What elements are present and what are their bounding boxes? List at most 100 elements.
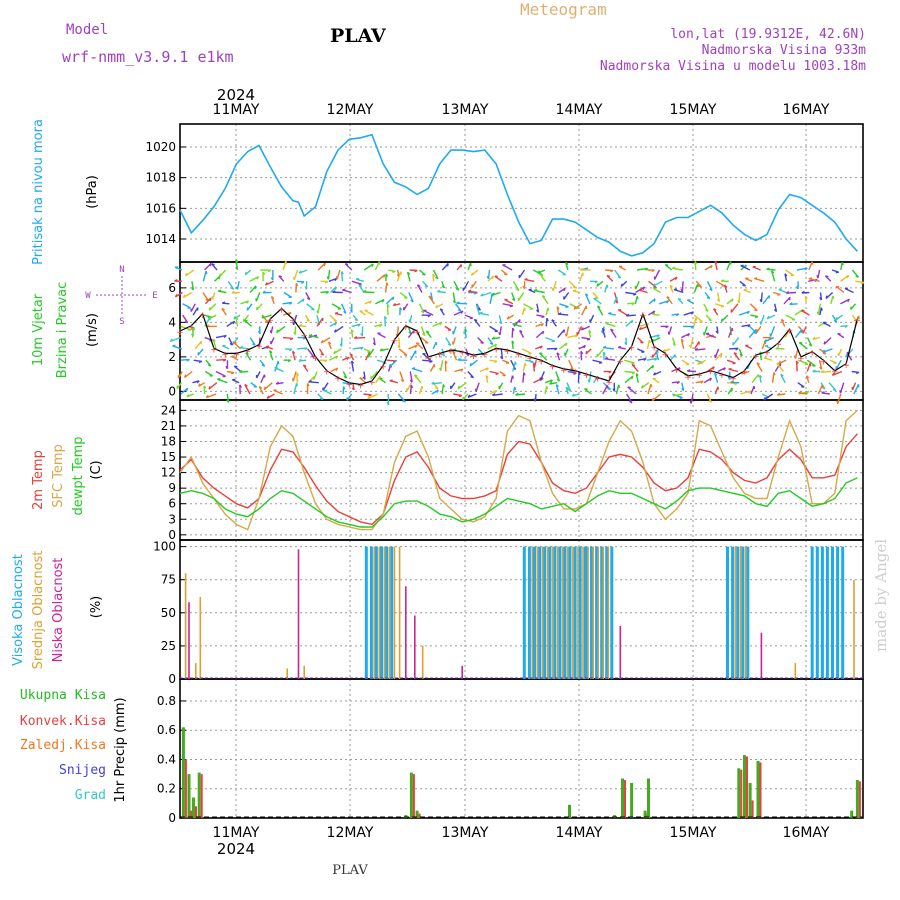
high-cloud-bar	[380, 546, 383, 679]
wind-arrow-head	[806, 375, 810, 379]
wind-speed-marker: +	[515, 350, 523, 360]
wind-arrow-head	[651, 365, 655, 369]
low-cloud-bar	[619, 626, 622, 679]
wind-arrow-head	[596, 353, 599, 358]
x-tick-label-top: 16MAY	[783, 102, 830, 118]
y-tick-label: 6	[168, 281, 176, 295]
wind-arrow-head	[235, 259, 239, 263]
wind-speed-marker: +	[413, 328, 421, 338]
wind-arrow	[785, 269, 795, 277]
wind-arrow-head	[542, 330, 545, 335]
wind-arrow	[170, 336, 181, 343]
wind-arrow	[693, 314, 704, 323]
wind-arrow-head	[778, 360, 782, 364]
wind-arrow	[226, 320, 235, 327]
high-cloud-bar	[590, 546, 593, 679]
wind-arrow	[489, 293, 493, 304]
wind-arrow-head	[626, 313, 630, 317]
wind-arrow-head	[244, 319, 248, 322]
total-rain-bar	[850, 810, 854, 818]
wind-arrow	[651, 348, 660, 359]
wind-arrow-head	[808, 277, 813, 280]
wind-arrow-head	[439, 321, 443, 326]
compass-west: W	[85, 291, 91, 301]
wind-arrow-head	[348, 383, 352, 386]
wind-arrow-head	[730, 309, 733, 313]
model-label: Model	[66, 22, 108, 38]
wind-arrow	[853, 384, 860, 395]
mid-cloud-bar	[853, 579, 855, 679]
wind-arrow-head	[565, 261, 569, 266]
wind-arrow	[568, 359, 574, 370]
wind-arrow-head	[174, 293, 178, 298]
total-rain-bar	[855, 780, 859, 818]
wind-arrow	[422, 352, 432, 361]
wind-arrow	[217, 378, 228, 384]
wind-arrow	[190, 303, 196, 312]
panel-frame	[179, 539, 864, 680]
wind-arrow-head	[302, 298, 305, 302]
wind-arrow	[467, 393, 477, 398]
x-tick-label-top: 12MAY	[327, 102, 374, 118]
model-elevation-text: Nadmorska Visina u modelu 1003.18m	[600, 59, 866, 74]
y-tick-label: 1016	[145, 201, 176, 215]
wind-arrow-head	[492, 392, 496, 396]
wind-arrow-head	[351, 387, 355, 391]
wind-arrow	[555, 384, 560, 395]
wind-arrow-head	[504, 273, 508, 276]
wind-arrow	[408, 292, 414, 303]
wind-arrow-head	[512, 298, 516, 302]
total-rain-bar	[621, 778, 624, 818]
wind-arrow	[579, 272, 584, 282]
wind-arrow-head	[556, 378, 560, 382]
wind-arrow-head	[844, 325, 848, 328]
wind-arrow-head	[804, 295, 808, 299]
temp-label-2: SFC Temp	[51, 444, 66, 508]
wind-arrow	[344, 263, 353, 271]
wind-arrow-head	[587, 379, 591, 383]
wind-arrow	[255, 292, 261, 302]
wind-speed-marker: +	[842, 361, 850, 371]
cloud-label-1: Visoka Oblacnost	[11, 554, 26, 666]
wind-arrow-head	[763, 356, 768, 359]
wind-arrow-head	[839, 390, 842, 394]
wind-arrow-head	[612, 388, 616, 392]
x-tick-label-top: 14MAY	[556, 102, 603, 118]
cloud-bars	[180, 546, 863, 679]
wind-arrow-head	[822, 349, 826, 353]
wind-arrow-head	[580, 350, 584, 355]
wind-arrow	[681, 281, 684, 292]
cloud-label-3: Niska Oblacnost	[51, 558, 66, 663]
wind-arrow-head	[809, 363, 812, 367]
wind-arrow-head	[523, 372, 526, 376]
wind-arrow	[512, 280, 520, 291]
high-cloud-bar	[841, 546, 845, 679]
wind-arrow-head	[244, 271, 247, 276]
wind-speed-marker: +	[628, 344, 636, 354]
wind-arrow-head	[451, 341, 454, 345]
y-tick-label: 0.8	[157, 694, 176, 708]
wind-arrow	[730, 303, 739, 313]
wind-arrow	[565, 326, 570, 337]
wind-arrow	[844, 287, 854, 294]
wind-arrow-head	[264, 282, 268, 286]
wind-arrow	[652, 280, 663, 287]
wind-arrow-head	[523, 307, 526, 311]
wind-arrow	[769, 326, 776, 337]
wind-arrow	[232, 341, 242, 350]
wind-arrow-head	[239, 345, 244, 349]
footer-station: PLAV	[332, 863, 368, 878]
wind-arrow	[475, 305, 481, 316]
wind-arrow	[584, 388, 592, 395]
wind-speed-marker: +	[188, 323, 196, 333]
wind-arrow	[738, 292, 741, 303]
wind-speed-marker: +	[775, 340, 783, 350]
wind-arrow	[576, 326, 583, 336]
wind-arrow-head	[633, 293, 637, 296]
wind-arrow	[441, 384, 444, 395]
y-tick-label: 0	[168, 811, 176, 825]
wind-arrow-head	[835, 316, 838, 321]
wind-arrow-head	[689, 344, 692, 349]
wind-arrow	[462, 280, 470, 291]
wind-arrow	[452, 292, 456, 304]
